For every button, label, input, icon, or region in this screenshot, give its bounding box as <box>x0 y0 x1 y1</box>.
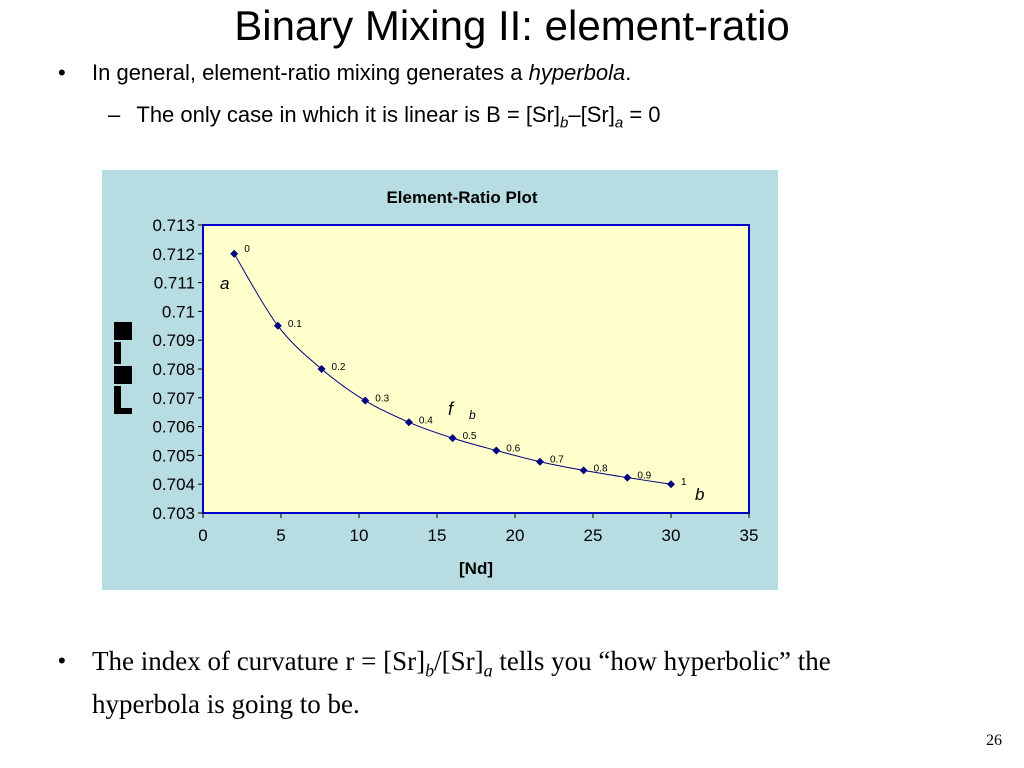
y-tick-label: 0.703 <box>152 504 195 523</box>
point-label: 0.1 <box>288 319 302 330</box>
point-label: 0.6 <box>506 444 520 455</box>
x-tick-label: 20 <box>506 526 525 545</box>
curvature-slash: /[Sr] <box>434 646 484 676</box>
data-point <box>404 418 413 427</box>
curvature-text: The index of curvature r = [Sr] <box>92 646 426 676</box>
bullet-text: In general, element-ratio mixing generat… <box>92 58 631 88</box>
point-label: 0.3 <box>375 394 389 405</box>
y-axis: 0.703 0.704 0.705 0.706 0.707 0.708 0.709 0.71 0… <box>152 216 203 523</box>
annotation-a: a <box>220 274 229 293</box>
y-tick-label: 0.708 <box>152 360 195 379</box>
sub-bullet-symbol: – <box>108 102 121 127</box>
sub-bullet-text: The only case in which it is linear is B… <box>136 102 561 127</box>
point-label: 0.8 <box>594 463 608 474</box>
annotation-b: b <box>695 485 704 504</box>
y-tick-label: 0.705 <box>152 446 195 465</box>
y-tick-label: 0.706 <box>152 418 195 437</box>
data-point <box>317 365 326 373</box>
bullet-text: The index of curvature r = [Sr]b/[Sr]a t… <box>92 644 852 721</box>
point-label: 1 <box>681 477 687 488</box>
point-label: 0.5 <box>463 431 477 442</box>
slide-title: Binary Mixing II: element-ratio <box>234 2 790 49</box>
curvature-sub-b: b <box>425 660 435 681</box>
point-label: 0 <box>244 244 250 255</box>
bullet-symbol: • <box>58 648 66 673</box>
x-tick-label: 5 <box>276 526 285 545</box>
data-points: 0 0.1 0.2 0.3 0.4 0.5 0.6 0.7 0.8 0.9 1 <box>230 244 687 489</box>
x-tick-label: 35 <box>740 526 759 545</box>
x-tick-label: 0 <box>198 526 207 545</box>
x-tick-label: 30 <box>662 526 681 545</box>
data-point <box>230 249 239 258</box>
data-point <box>448 434 457 443</box>
sub-b: b <box>560 114 569 132</box>
y-tick-label: 0.71 <box>162 302 195 321</box>
point-label: 0.9 <box>637 471 651 482</box>
data-point <box>273 321 282 330</box>
bullet-text-emphasis: hyperbola <box>528 60 626 85</box>
sub-bullet-linear: – The only case in which it is linear is… <box>108 100 661 138</box>
y-tick-label: 0.704 <box>152 475 195 494</box>
data-point <box>361 396 370 405</box>
y-tick-label: 0.712 <box>152 245 195 264</box>
plot-area <box>202 224 750 514</box>
y-tick-label: 0.707 <box>152 389 195 408</box>
sub-bullet-end: = 0 <box>623 102 661 127</box>
data-point <box>579 466 588 475</box>
annotation-f: f <box>448 399 455 419</box>
x-axis-label: [Nd] <box>459 559 493 578</box>
bullet-text-main: In general, element-ratio mixing generat… <box>92 60 529 85</box>
x-axis: 0 5 10 15 20 25 30 35 <box>198 513 758 545</box>
bullet-text-end: . <box>625 60 632 85</box>
x-tick-label: 15 <box>428 526 447 545</box>
data-point <box>492 446 501 455</box>
curvature-sub-a: a <box>483 660 493 681</box>
page-number: 26 <box>986 732 1002 749</box>
point-label: 0.4 <box>419 415 433 426</box>
curvature-end: tells you “how hyperbolic” the hyperbola… <box>92 646 831 720</box>
y-tick-label: 0.713 <box>152 216 195 235</box>
annotation-f-sub: b <box>469 408 476 422</box>
data-point <box>535 457 544 466</box>
y-tick-label: 0.709 <box>152 331 195 350</box>
y-tick-label: 0.711 <box>154 274 195 293</box>
chart-title: Element-Ratio Plot <box>386 188 537 207</box>
sub-bullet-mid: –[Sr] <box>568 102 615 127</box>
y-axis-label-glyph <box>114 322 132 414</box>
data-point <box>667 480 675 489</box>
x-tick-label: 25 <box>584 526 603 545</box>
point-label: 0.2 <box>332 362 346 373</box>
bullet-symbol: • <box>58 60 66 85</box>
sub-a: a <box>614 114 624 132</box>
data-point <box>623 473 632 482</box>
point-label: 0.7 <box>550 455 564 466</box>
x-tick-label: 10 <box>350 526 369 545</box>
chart-container: Element-Ratio Plot 0.703 0.704 0.705 0.706 0… <box>102 170 778 590</box>
element-ratio-chart: Element-Ratio Plot 0.7030.7040.7050.7060… <box>114 188 758 578</box>
